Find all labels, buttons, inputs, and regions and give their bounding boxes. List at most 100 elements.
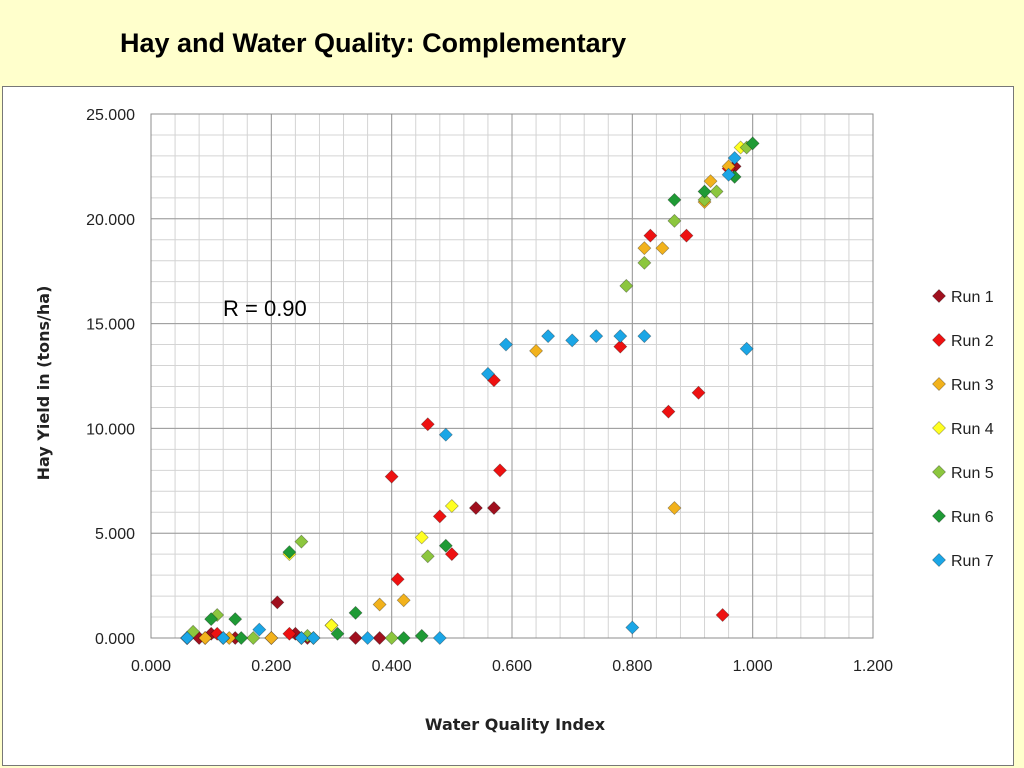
data-point-run-7	[216, 631, 231, 645]
legend-marker-run-1	[932, 289, 946, 303]
y-axis-title: Hay Yield in (tons/ha)	[34, 286, 53, 481]
data-point-run-7	[180, 631, 195, 645]
data-point-run-7	[613, 329, 628, 344]
legend: Run 1 Run 2 Run 3 Run 4 Run 5 Run 6 Run 7	[932, 289, 994, 570]
data-point-run-7	[498, 337, 513, 352]
x-axis-tick-labels: 0.000 0.200 0.400 0.600 0.800 1.000 1.200	[131, 658, 893, 675]
legend-marker-run-7	[932, 553, 946, 567]
data-point-run-2	[432, 509, 447, 524]
data-point-run-5	[294, 534, 309, 549]
data-point-run-5	[667, 213, 682, 228]
data-point-run-6	[414, 628, 429, 643]
data-point-run-2	[384, 469, 399, 484]
data-point-run-7	[589, 329, 604, 344]
y-axis-tick-labels: 0.000 5.000 10.000 15.000 20.000 25.000	[86, 107, 135, 648]
legend-label-run-7: Run 7	[951, 553, 994, 570]
data-point-run-2	[679, 228, 694, 243]
data-point-run-3	[667, 501, 682, 516]
x-tick-label: 0.000	[131, 658, 171, 675]
data-point-run-3	[637, 241, 652, 256]
y-tick-label: 0.000	[95, 631, 135, 648]
data-point-run-3	[198, 631, 213, 645]
data-point-run-3	[529, 343, 544, 358]
y-tick-label: 25.000	[86, 107, 135, 124]
data-point-run-5	[384, 631, 399, 645]
data-point-run-7	[480, 366, 495, 381]
major-gridlines	[150, 113, 874, 639]
data-point-run-6	[282, 545, 297, 560]
slide-title: Hay and Water Quality: Complementary	[120, 28, 627, 58]
x-tick-label: 1.000	[733, 658, 773, 675]
x-tick-label: 0.400	[372, 658, 412, 675]
data-point-run-7	[625, 620, 640, 635]
y-tick-label: 20.000	[86, 212, 135, 229]
legend-label-run-2: Run 2	[951, 333, 994, 350]
data-point-run-5	[709, 184, 724, 199]
data-point-run-4	[444, 498, 459, 513]
x-tick-label: 1.200	[853, 658, 893, 675]
data-point-run-1	[372, 631, 387, 645]
data-point-run-6	[234, 631, 249, 645]
legend-marker-run-6	[932, 509, 946, 523]
data-point-run-5	[637, 255, 652, 270]
data-point-run-1	[486, 501, 501, 516]
data-point-run-2	[691, 385, 706, 400]
data-point-run-2	[390, 572, 405, 587]
data-point-run-6	[667, 192, 682, 207]
data-point-run-7	[438, 427, 453, 442]
data-point-run-6	[348, 605, 363, 620]
data-point-run-7	[739, 341, 754, 356]
data-point-run-7	[565, 333, 580, 348]
legend-label-run-6: Run 6	[951, 509, 994, 526]
x-tick-label: 0.200	[251, 658, 291, 675]
data-point-run-7	[432, 631, 447, 645]
data-point-run-2	[444, 547, 459, 562]
data-point-run-1	[348, 631, 363, 645]
data-point-run-3	[264, 631, 279, 645]
data-point-run-6	[330, 626, 345, 641]
y-tick-label: 5.000	[95, 526, 135, 543]
plot-area-border	[150, 113, 874, 639]
data-point-run-7	[252, 622, 267, 637]
data-point-run-7	[721, 167, 736, 182]
data-point-run-2	[613, 339, 628, 354]
data-point-run-6	[697, 184, 712, 199]
x-axis-title: Water Quality Index	[425, 715, 606, 734]
data-points	[180, 136, 760, 645]
data-point-run-3	[372, 597, 387, 612]
data-point-run-1	[270, 595, 285, 610]
data-point-run-7	[360, 631, 375, 645]
legend-label-run-1: Run 1	[951, 289, 994, 306]
data-point-run-4	[324, 618, 339, 633]
legend-marker-run-3	[932, 377, 946, 391]
data-point-run-3	[703, 174, 718, 189]
chart-panel: 0.000 5.000 10.000 15.000 20.000 25.000 0.000…	[2, 86, 1014, 766]
data-point-run-6	[396, 631, 411, 645]
data-point-run-7	[727, 151, 742, 166]
data-point-run-1	[468, 501, 483, 516]
scatter-chart: 0.000 5.000 10.000 15.000 20.000 25.000 0.000…	[34, 107, 994, 734]
data-point-run-7	[637, 329, 652, 344]
data-point-run-5	[246, 631, 261, 645]
legend-label-run-5: Run 5	[951, 465, 994, 482]
data-point-run-4	[414, 530, 429, 545]
legend-label-run-4: Run 4	[951, 421, 994, 438]
data-point-run-5	[619, 278, 634, 293]
data-point-run-2	[282, 626, 297, 641]
x-tick-label: 0.800	[612, 658, 652, 675]
data-point-run-7	[541, 329, 556, 344]
data-point-run-6	[204, 612, 219, 627]
data-point-run-3	[396, 593, 411, 608]
x-tick-label: 0.600	[492, 658, 532, 675]
data-point-run-7	[294, 631, 309, 645]
data-point-run-5	[420, 549, 435, 564]
data-point-run-2	[715, 607, 730, 622]
legend-marker-run-4	[932, 421, 946, 435]
legend-label-run-3: Run 3	[951, 377, 994, 394]
data-point-run-2	[492, 463, 507, 478]
legend-marker-run-2	[932, 333, 946, 347]
data-point-run-2	[643, 228, 658, 243]
y-tick-label: 10.000	[86, 421, 135, 438]
data-point-run-2	[420, 417, 435, 432]
data-point-run-3	[655, 241, 670, 256]
